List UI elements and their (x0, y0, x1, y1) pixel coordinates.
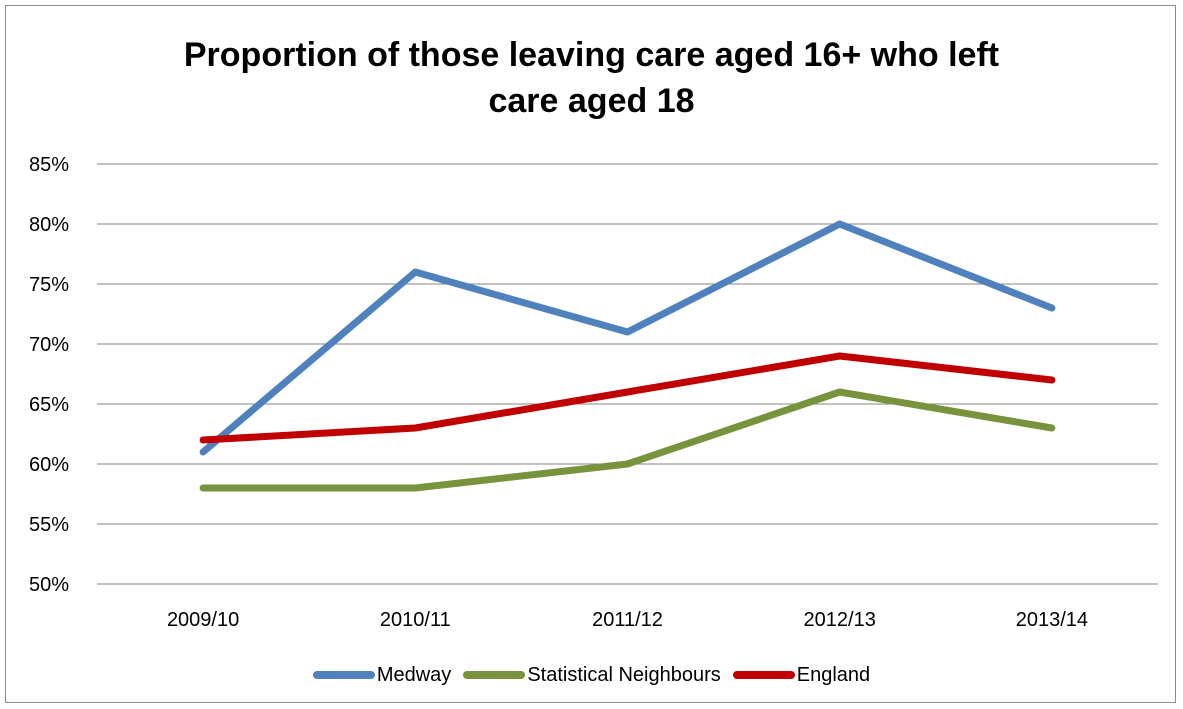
legend-label: England (797, 664, 870, 687)
x-tick-label: 2013/14 (1016, 609, 1088, 631)
y-tick-label: 60% (29, 454, 69, 476)
legend-item-statistical-neighbours: Statistical Neighbours (463, 664, 720, 687)
series-line-statistical-neighbours (203, 392, 1052, 488)
legend-swatch (733, 671, 795, 679)
legend-label: Statistical Neighbours (527, 664, 720, 687)
y-tick-label: 55% (29, 514, 69, 536)
series-line-england (203, 356, 1052, 440)
y-tick-label: 50% (29, 574, 69, 596)
legend-swatch (463, 671, 525, 679)
legend-item-england: England (733, 664, 870, 687)
y-tick-label: 70% (29, 334, 69, 356)
legend: Medway Statistical Neighbours England (0, 660, 1183, 690)
x-tick-label: 2012/13 (804, 609, 876, 631)
y-tick-label: 65% (29, 394, 69, 416)
x-tick-label: 2010/11 (380, 609, 451, 631)
legend-label: Medway (377, 664, 451, 687)
y-tick-label: 85% (29, 154, 69, 176)
y-tick-label: 80% (29, 214, 69, 236)
y-tick-label: 75% (29, 274, 69, 296)
series-lines (203, 224, 1052, 488)
x-tick-label: 2011/12 (592, 609, 663, 631)
legend-item-medway: Medway (313, 664, 451, 687)
legend-swatch (313, 671, 375, 679)
y-axis: 50% 55% 60% 65% 70% 75% 80% 85% (29, 154, 69, 596)
x-tick-label: 2009/10 (167, 609, 239, 631)
series-line-medway (203, 224, 1052, 452)
x-axis: 2009/10 2010/11 2011/12 2012/13 2013/14 (167, 609, 1088, 631)
